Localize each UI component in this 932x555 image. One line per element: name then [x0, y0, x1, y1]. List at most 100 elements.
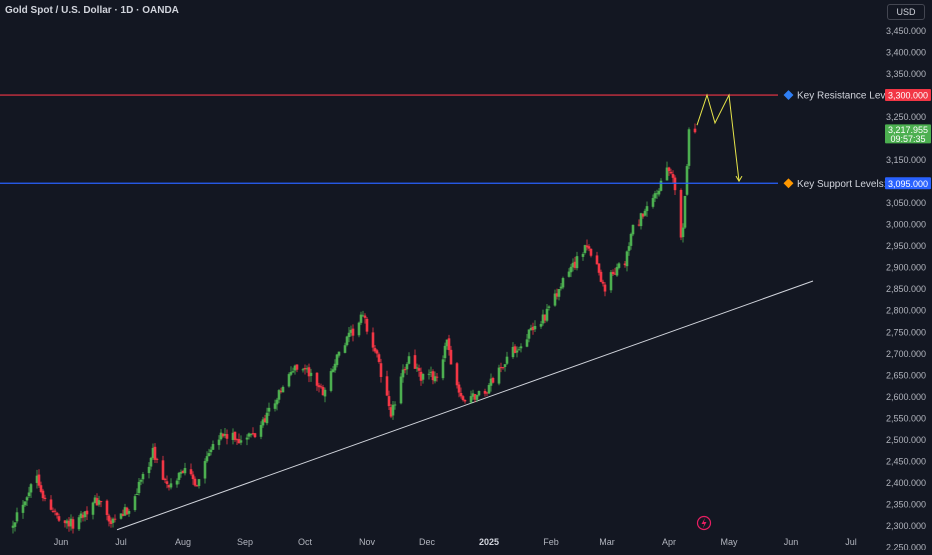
candle-body [519, 346, 523, 349]
candle-body [681, 227, 685, 238]
y-tick-label: 2,950.000 [886, 241, 926, 251]
y-tick-label: 2,700.000 [886, 349, 926, 359]
candle-body [235, 439, 239, 441]
candle-body [149, 457, 153, 467]
candle-body [225, 434, 229, 439]
y-tick-label: 2,850.000 [886, 284, 926, 294]
candle-body [429, 371, 433, 373]
last-price-label: 3,217.955 [888, 125, 928, 135]
candle-body [541, 314, 545, 324]
candle-body [587, 246, 591, 249]
last-price-tag [885, 124, 931, 144]
candle-body [11, 525, 15, 528]
candle-body [469, 396, 473, 403]
candle-body [167, 484, 171, 488]
candle-body [567, 271, 571, 277]
candle-body [601, 281, 605, 284]
y-tick-label: 2,800.000 [886, 306, 926, 316]
x-tick-label: Nov [359, 537, 376, 547]
candle-body [67, 520, 71, 527]
candle-body [645, 206, 649, 211]
y-tick-label: 3,350.000 [886, 69, 926, 79]
candle-body [399, 376, 403, 404]
trendline[interactable] [116, 280, 814, 531]
candle-body [195, 485, 199, 487]
candle-body [363, 315, 367, 318]
x-tick-label: Mar [599, 537, 615, 547]
candle-body [533, 325, 537, 330]
projection-path[interactable] [696, 93, 740, 182]
candle-body [249, 434, 253, 436]
x-tick-label: Dec [419, 537, 436, 547]
candle-body [137, 481, 141, 493]
lightning-icon[interactable] [696, 515, 712, 531]
candle-body [631, 224, 635, 235]
candle-body [281, 386, 285, 393]
candle-body [669, 171, 673, 174]
candle-body [309, 372, 313, 376]
candle-body [161, 460, 165, 480]
y-tick-label: 2,550.000 [886, 413, 926, 423]
candle-body [273, 403, 277, 409]
candle-body [295, 364, 299, 370]
candle-body [529, 327, 533, 331]
candle-body [575, 256, 579, 269]
candle-body [263, 418, 267, 423]
candle-body [107, 515, 111, 522]
candle-body [653, 193, 657, 199]
candle-body [667, 167, 671, 172]
candle-body [99, 501, 103, 503]
candle-body [639, 213, 643, 227]
candle-body [293, 365, 297, 371]
candle-body [527, 329, 531, 339]
y-tick-label: 2,500.000 [886, 435, 926, 445]
candle-body [119, 513, 123, 519]
candle-body [407, 356, 411, 364]
candle-body [169, 483, 173, 488]
candle-body [571, 262, 575, 268]
candle-body [665, 167, 669, 181]
candle-body [545, 308, 549, 321]
candle-body [419, 371, 423, 381]
candle-body [217, 439, 221, 446]
candle-body [499, 367, 503, 369]
candle-body [91, 502, 95, 515]
candle-body [611, 271, 615, 275]
candle-body [205, 456, 209, 462]
candle-body [603, 284, 607, 292]
currency-selector[interactable]: USD [887, 4, 925, 20]
candle-body [693, 128, 697, 133]
candle-body [371, 332, 375, 348]
candle-body [251, 433, 255, 435]
candle-body [573, 261, 577, 268]
candle-body [503, 364, 507, 367]
support-price-tag [885, 177, 931, 190]
candle-body [555, 293, 559, 297]
x-tick-label: 2025 [479, 537, 499, 547]
candle-body [333, 363, 337, 371]
candle-body [111, 518, 115, 523]
candle-body [659, 180, 663, 191]
x-tick-label: May [720, 537, 738, 547]
candle-body [211, 444, 215, 450]
candle-body [557, 289, 561, 297]
y-tick-label: 3,000.000 [886, 220, 926, 230]
candle-body [203, 461, 207, 479]
candle-body [401, 369, 405, 378]
candle-body [637, 224, 641, 226]
candle-body [569, 266, 573, 273]
candle-body [287, 374, 291, 387]
candle-body [685, 166, 689, 195]
candle-body [23, 501, 27, 506]
candle-body [21, 504, 25, 513]
candle-body [473, 394, 477, 400]
candle-body [207, 453, 211, 457]
candle-body [671, 174, 675, 178]
candle-body [501, 367, 505, 369]
candle-body [315, 372, 319, 386]
candle-body [155, 458, 159, 460]
support-diamond-icon [783, 178, 794, 189]
candle-body [525, 339, 529, 347]
